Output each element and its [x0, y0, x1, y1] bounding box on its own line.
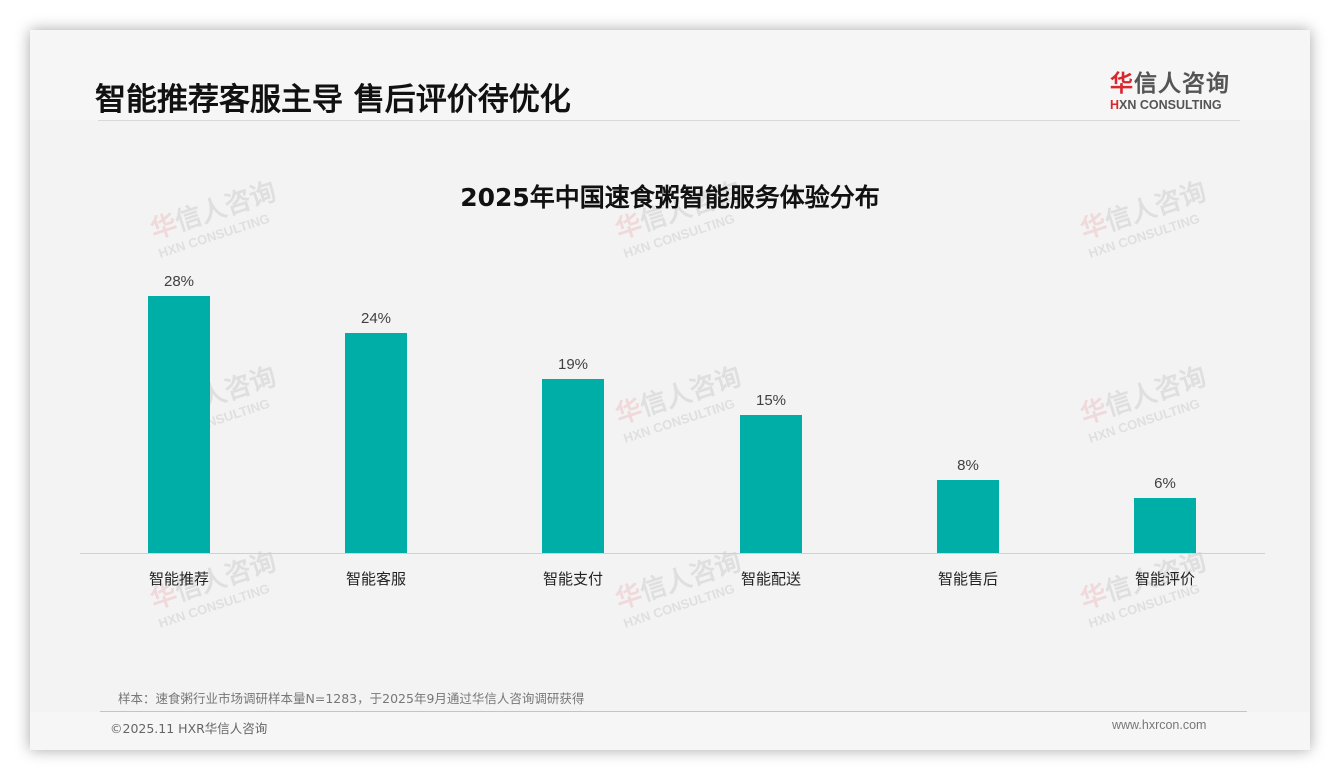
category-label: 智能评价: [1134, 570, 1195, 588]
chart-title: 2025年中国速食粥智能服务体验分布: [460, 183, 880, 212]
slide: 智能推荐客服主导 售后评价待优化 华信人咨询 HXN CONSULTING 华信…: [30, 30, 1310, 750]
brand-logo: 华信人咨询 HXN CONSULTING: [1110, 64, 1250, 112]
category-label: 智能推荐: [148, 570, 209, 588]
bar-chart: 28% 24% 19% 15% 8% 6%: [80, 250, 1265, 554]
footer-band: [30, 712, 1310, 750]
header-band: [30, 30, 1310, 120]
bar-group: 28%: [148, 266, 210, 553]
title-divider: [98, 120, 1240, 121]
category-label: 智能客服: [345, 570, 406, 588]
logo-chinese: 华信人咨询: [1110, 71, 1230, 97]
bar[interactable]: [937, 479, 999, 553]
bar-value-label: 28%: [163, 272, 195, 290]
sample-note: 样本：速食粥行业市场调研样本量N=1283，于2025年9月通过华信人咨询调研获…: [118, 691, 585, 706]
bar[interactable]: [542, 378, 604, 553]
bar[interactable]: [1134, 497, 1196, 553]
x-axis-line: [80, 553, 1265, 554]
bar-value-label: 19%: [557, 355, 589, 373]
bar-group: 24%: [345, 303, 407, 553]
bar-value-label: 6%: [1154, 474, 1176, 492]
bar-group: 15%: [740, 385, 802, 553]
category-label: 智能售后: [937, 570, 998, 588]
category-label: 智能配送: [740, 570, 801, 588]
bar[interactable]: [345, 332, 407, 553]
website-link[interactable]: www.hxrcon.com: [1112, 718, 1207, 732]
logo-english: HXN CONSULTING: [1110, 98, 1222, 112]
bar[interactable]: [740, 415, 802, 553]
bar-group: 6%: [1134, 468, 1196, 553]
copyright: ©2025.11 HXR华信人咨询: [110, 721, 268, 736]
bar-value-label: 24%: [360, 309, 392, 327]
bar[interactable]: [148, 295, 210, 553]
bar-value-label: 15%: [755, 392, 787, 410]
bar-group: 19%: [542, 349, 604, 553]
bar-group: 8%: [937, 450, 999, 553]
bar-value-label: 8%: [957, 456, 979, 474]
category-label: 智能支付: [542, 570, 603, 588]
page-title: 智能推荐客服主导 售后评价待优化: [95, 82, 571, 118]
footer-divider: [100, 711, 1247, 712]
